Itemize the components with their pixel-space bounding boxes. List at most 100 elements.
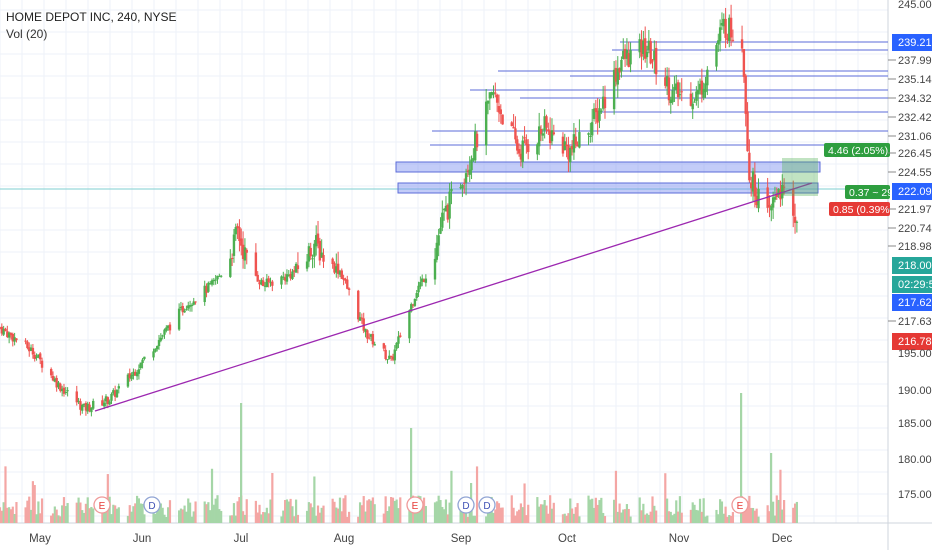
candle-body bbox=[347, 288, 351, 290]
volume-bar bbox=[61, 505, 64, 523]
volume-bar bbox=[539, 504, 543, 523]
candle-body bbox=[495, 94, 499, 103]
volume-bar bbox=[523, 483, 526, 523]
candle-body bbox=[192, 301, 195, 305]
candle-body bbox=[165, 327, 168, 331]
candle-body bbox=[435, 242, 439, 260]
candle-body bbox=[740, 39, 744, 49]
measure-down-label: 0.85 (0.39%) bbox=[833, 204, 893, 216]
volume-bar bbox=[2, 502, 5, 523]
candle-body bbox=[748, 152, 751, 181]
candle-body bbox=[543, 116, 546, 131]
y-tick-label: 234.32 bbox=[898, 93, 932, 105]
volume-bar bbox=[110, 514, 113, 523]
candle-body bbox=[486, 100, 490, 104]
volume-bar bbox=[501, 507, 504, 523]
volume-bar bbox=[188, 502, 192, 523]
candle-body bbox=[419, 282, 422, 287]
volume-bar bbox=[443, 509, 446, 523]
volume-bar bbox=[640, 510, 643, 523]
volume-bar bbox=[39, 513, 42, 523]
event-marker bbox=[731, 496, 749, 514]
candle-body bbox=[287, 274, 290, 276]
candle-body bbox=[373, 344, 376, 346]
candle-body bbox=[695, 91, 698, 101]
volume-bar bbox=[485, 516, 488, 523]
candle-body bbox=[369, 334, 373, 337]
volume-spike bbox=[770, 453, 773, 523]
volume-bar bbox=[627, 508, 630, 523]
volume-bar bbox=[364, 511, 367, 523]
candle-body bbox=[115, 389, 119, 398]
candle-body bbox=[384, 349, 387, 360]
candle-body bbox=[214, 279, 217, 281]
volume-bar bbox=[547, 513, 550, 523]
symbol-title[interactable]: HOME DEPOT INC, 240, NYSE bbox=[6, 10, 177, 24]
volume-bar bbox=[576, 503, 579, 523]
volume-bar bbox=[346, 516, 349, 523]
candle-body bbox=[397, 336, 400, 344]
volume-indicator-label[interactable]: Vol (20) bbox=[6, 27, 48, 41]
candle-body bbox=[126, 374, 130, 387]
volume-bar bbox=[112, 504, 115, 523]
volume-bar bbox=[561, 514, 565, 523]
y-axis[interactable]: 245.00 239.21 237.99 235.14 234.32 232.42 231.… bbox=[888, 0, 932, 501]
volume-spike bbox=[410, 428, 413, 523]
volume-bar bbox=[335, 507, 338, 523]
volume-spike bbox=[740, 393, 743, 523]
candle-body bbox=[576, 144, 579, 147]
volume-bar bbox=[757, 516, 760, 523]
volume-bar bbox=[0, 507, 2, 523]
candle-body bbox=[112, 390, 115, 394]
candle-body bbox=[459, 187, 462, 189]
volume-bar bbox=[130, 511, 133, 523]
candle-body bbox=[362, 318, 365, 331]
ascending-trendline bbox=[94, 182, 813, 412]
y-label-badge bbox=[892, 34, 932, 51]
candle-body bbox=[357, 290, 360, 320]
y-tick-label: 232.42 bbox=[898, 112, 932, 124]
candle-body bbox=[62, 387, 66, 394]
candle-body bbox=[0, 327, 2, 329]
volume-bar bbox=[360, 505, 363, 523]
candle-body bbox=[344, 279, 347, 281]
volume-bar bbox=[62, 497, 66, 523]
candle-body bbox=[408, 310, 411, 339]
candle-body bbox=[106, 397, 110, 405]
volume-bar bbox=[388, 506, 391, 523]
volume-bar bbox=[433, 502, 437, 523]
y-tick-label: 221.97 bbox=[898, 204, 932, 216]
candle-body bbox=[391, 356, 395, 360]
x-tick-label: Jun bbox=[133, 533, 152, 545]
candle-body bbox=[464, 173, 468, 183]
candle-body bbox=[773, 197, 777, 200]
volume-bar bbox=[693, 504, 696, 523]
candle-body bbox=[698, 83, 702, 91]
volume-bar bbox=[185, 511, 188, 523]
volume-bar bbox=[697, 510, 700, 523]
candle-body bbox=[622, 50, 625, 60]
volume-bar bbox=[466, 516, 469, 523]
volume-bar bbox=[81, 510, 84, 523]
candle-body bbox=[185, 309, 188, 311]
earnings-marker-label: E bbox=[737, 501, 744, 512]
candle-body bbox=[57, 382, 60, 388]
candle-body bbox=[320, 252, 323, 258]
candle-body bbox=[283, 277, 287, 281]
candle-body bbox=[598, 108, 601, 121]
volume-bar bbox=[600, 497, 603, 523]
volume-bar bbox=[207, 502, 210, 523]
candle-body bbox=[388, 355, 391, 359]
y-tick-label: 217.62 bbox=[898, 297, 932, 309]
volume-bar bbox=[347, 511, 351, 523]
volume-bar bbox=[282, 510, 285, 523]
candle-body bbox=[90, 407, 93, 413]
volume-bar bbox=[243, 514, 247, 523]
candle-body bbox=[143, 356, 146, 360]
volume-bar bbox=[373, 504, 376, 523]
resistance-lines bbox=[430, 41, 888, 146]
candle-body bbox=[523, 137, 526, 139]
